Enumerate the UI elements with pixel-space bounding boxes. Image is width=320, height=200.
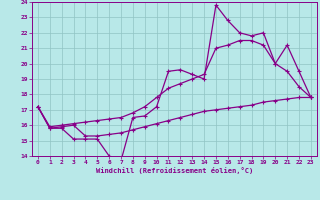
X-axis label: Windchill (Refroidissement éolien,°C): Windchill (Refroidissement éolien,°C) [96,167,253,174]
